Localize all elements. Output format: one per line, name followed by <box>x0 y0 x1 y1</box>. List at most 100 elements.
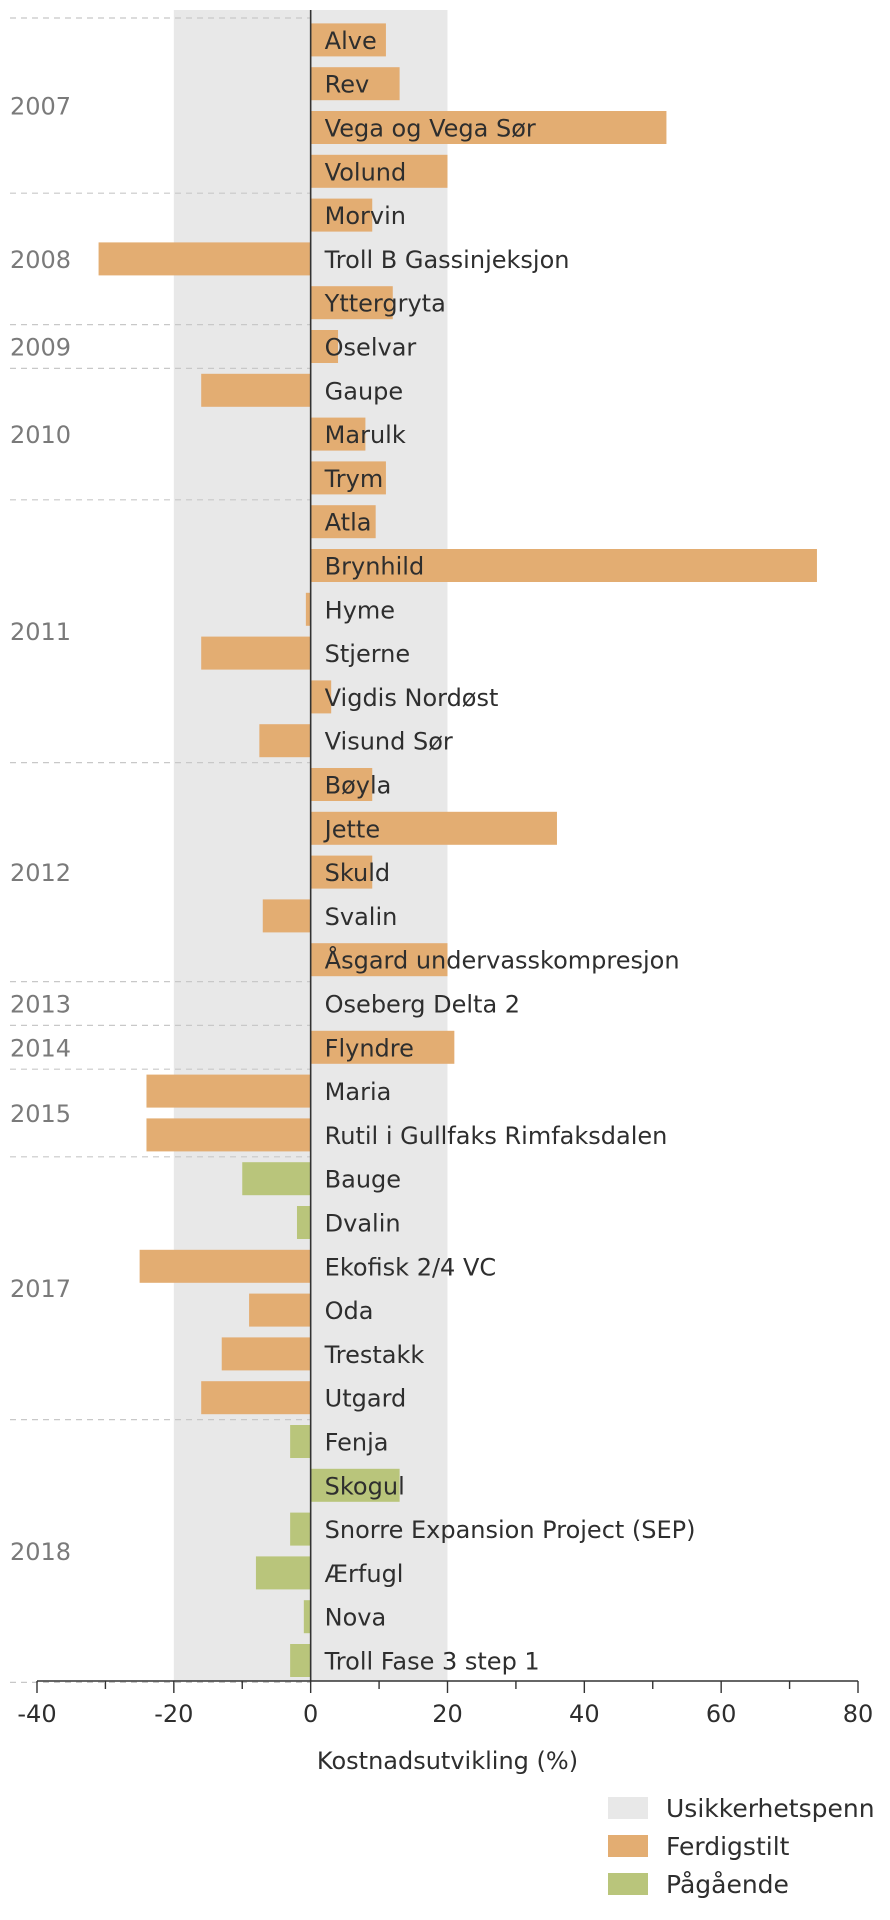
legend-swatch-completed <box>608 1835 648 1857</box>
legend-label-completed: Ferdigstilt <box>666 1832 790 1861</box>
project-label-bauge: Bauge <box>325 1166 401 1194</box>
bar-ekofisk-2-4-vc <box>139 1249 311 1283</box>
project-label-yttergryta: Yttergryta <box>324 290 446 318</box>
bar-fenja <box>290 1425 311 1458</box>
bar-rfugl <box>255 1556 311 1590</box>
bar-jette <box>310 811 557 845</box>
bar-flyndre <box>310 1030 455 1064</box>
bar-atla <box>310 505 376 539</box>
project-label-troll-b-gassinjeksjon: Troll B Gassinjeksjon <box>324 246 570 274</box>
year-label-2008: 2008 <box>10 246 71 274</box>
legend-label-uncertainty: Usikkerhetspenn <box>666 1794 875 1823</box>
legend-label-ongoing: Pågående <box>666 1870 789 1899</box>
bar-brynhild <box>310 549 817 582</box>
bar-gaupe <box>201 373 311 407</box>
project-label-oselvar: Oselvar <box>325 334 417 362</box>
bar-maria <box>146 1074 311 1108</box>
bar-nova <box>303 1600 311 1634</box>
project-label-alve: Alve <box>325 27 377 55</box>
bar-oda <box>249 1293 311 1327</box>
bar-visund-s-r <box>259 724 311 758</box>
legend-swatch-uncertainty <box>608 1797 648 1819</box>
legend-swatch-ongoing <box>608 1873 648 1895</box>
year-label-2017: 2017 <box>10 1275 71 1303</box>
project-label-visund-s-r: Visund Sør <box>325 728 453 756</box>
year-label-2012: 2012 <box>10 859 71 887</box>
project-label-rutil-i-gullfaks-rimfaksdalen: Rutil i Gullfaks Rimfaksdalen <box>325 1122 668 1150</box>
bar-b-yla <box>310 768 373 801</box>
project-label-nova: Nova <box>325 1604 387 1632</box>
project-label-flyndre: Flyndre <box>325 1034 414 1062</box>
project-label-gaupe: Gaupe <box>325 377 404 405</box>
project-label-hyme: Hyme <box>325 596 395 624</box>
year-label-2013: 2013 <box>10 991 71 1019</box>
project-label-utgard: Utgard <box>325 1385 407 1413</box>
bar-trym <box>310 461 386 495</box>
year-label-2010: 2010 <box>10 421 71 449</box>
x-tick-label: -20 <box>154 1700 193 1728</box>
project-label-stjerne: Stjerne <box>325 640 411 668</box>
bar-oselvar <box>310 330 339 363</box>
project-label-marulk: Marulk <box>325 421 406 449</box>
x-tick-label: 60 <box>706 1700 737 1728</box>
project-label-jette: Jette <box>323 815 380 843</box>
year-label-2007: 2007 <box>10 93 71 121</box>
project-label-rfugl: Ærfugl <box>325 1560 404 1588</box>
project-label-vigdis-nord-st: Vigdis Nordøst <box>325 684 499 712</box>
x-tick-label: -40 <box>17 1700 56 1728</box>
project-label-ekofisk-2-4-vc: Ekofisk 2/4 VC <box>325 1253 496 1281</box>
bar-morvin <box>310 198 373 232</box>
bar-stjerne <box>201 636 311 670</box>
bar-bauge <box>242 1162 311 1196</box>
bar-skogul <box>310 1468 400 1502</box>
bar-dvalin <box>296 1206 311 1239</box>
bar-marulk <box>310 417 366 451</box>
project-label-maria: Maria <box>325 1078 392 1106</box>
bar-vigdis-nord-st <box>310 680 332 714</box>
project-label-trym: Trym <box>324 465 384 493</box>
project-label-trestakk: Trestakk <box>324 1341 425 1369</box>
bar-troll-b-gassinjeksjon <box>98 242 311 276</box>
project-label-brynhild: Brynhild <box>325 553 425 581</box>
project-label-rev: Rev <box>325 71 370 99</box>
project-label-dvalin: Dvalin <box>325 1210 401 1238</box>
x-tick-label: 0 <box>303 1700 318 1728</box>
bar-utgard <box>201 1381 311 1415</box>
bar-volund <box>310 154 448 188</box>
bar-asgard-undervasskompresjon <box>310 943 448 977</box>
project-label-morvin: Morvin <box>325 202 406 230</box>
project-label-vega-og-vega-s-r: Vega og Vega Sør <box>325 115 536 143</box>
project-label-oda: Oda <box>325 1297 374 1325</box>
bar-vega-og-vega-s-r <box>310 111 667 144</box>
project-label-asgard-undervasskompresjon: Åsgard undervasskompresjon <box>325 946 680 975</box>
bar-trestakk <box>221 1337 311 1371</box>
bar-hyme <box>305 592 311 626</box>
project-label-svalin: Svalin <box>325 903 398 931</box>
year-label-2014: 2014 <box>10 1034 71 1062</box>
year-label-2018: 2018 <box>10 1538 71 1566</box>
project-label-fenja: Fenja <box>325 1429 389 1457</box>
year-label-2009: 2009 <box>10 334 71 362</box>
bar-snorre-expansion-project-sep <box>290 1512 311 1546</box>
year-label-2015: 2015 <box>10 1100 71 1128</box>
bar-svalin <box>262 899 311 933</box>
bar-skuld <box>310 855 373 889</box>
x-tick-label: 40 <box>569 1700 600 1728</box>
project-label-skogul: Skogul <box>325 1472 405 1500</box>
bar-alve <box>310 23 386 57</box>
project-label-skuld: Skuld <box>325 859 391 887</box>
bar-rev <box>310 67 400 101</box>
year-label-2011: 2011 <box>10 618 71 646</box>
project-label-volund: Volund <box>325 158 407 186</box>
project-label-troll-fase-3-step-1: Troll Fase 3 step 1 <box>324 1648 540 1676</box>
project-label-b-yla: Bøyla <box>325 772 392 800</box>
x-tick-label: 80 <box>843 1700 874 1728</box>
x-tick-label: 20 <box>432 1700 463 1728</box>
project-label-atla: Atla <box>325 509 372 537</box>
project-label-oseberg-delta-2: Oseberg Delta 2 <box>325 991 520 1019</box>
project-label-snorre-expansion-project-sep: Snorre Expansion Project (SEP) <box>325 1516 696 1544</box>
bar-troll-fase-3-step-1 <box>290 1644 311 1677</box>
bar-rutil-i-gullfaks-rimfaksdalen <box>146 1118 311 1152</box>
bar-yttergryta <box>310 286 393 320</box>
